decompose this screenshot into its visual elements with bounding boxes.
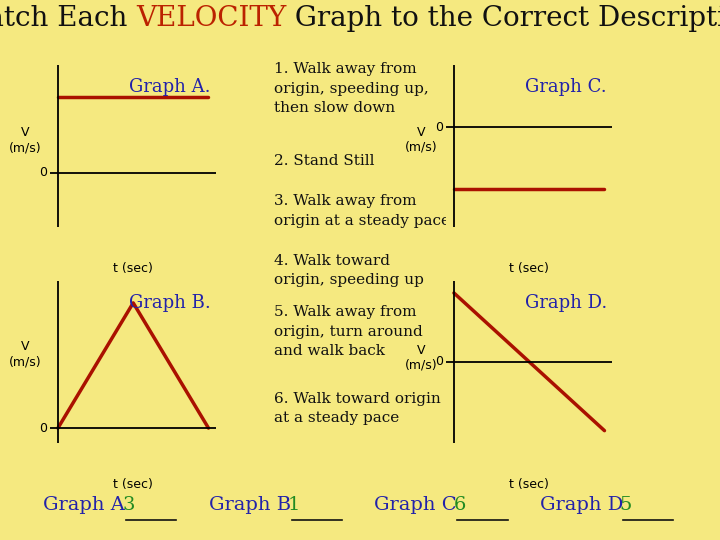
Text: 6: 6 bbox=[454, 496, 466, 514]
Text: V
(m/s): V (m/s) bbox=[405, 126, 437, 153]
Text: 4. Walk toward
origin, speeding up: 4. Walk toward origin, speeding up bbox=[274, 254, 423, 287]
Text: 1: 1 bbox=[288, 496, 300, 514]
Text: 0: 0 bbox=[436, 120, 444, 133]
Text: VELOCITY: VELOCITY bbox=[136, 5, 287, 32]
Text: t (sec): t (sec) bbox=[509, 478, 549, 491]
Text: Match Each: Match Each bbox=[0, 5, 136, 32]
Text: Graph C.: Graph C. bbox=[525, 78, 606, 96]
Text: 0: 0 bbox=[40, 422, 48, 435]
Text: 3. Walk away from
origin at a steady pace: 3. Walk away from origin at a steady pac… bbox=[274, 194, 449, 228]
Text: Graph A.: Graph A. bbox=[129, 78, 210, 96]
Text: Graph D: Graph D bbox=[540, 496, 629, 514]
Text: Graph B.: Graph B. bbox=[129, 294, 210, 312]
Text: 5: 5 bbox=[619, 496, 631, 514]
Text: V
(m/s): V (m/s) bbox=[405, 344, 437, 372]
Text: 5. Walk away from
origin, turn around
and walk back: 5. Walk away from origin, turn around an… bbox=[274, 305, 423, 358]
Text: 0: 0 bbox=[436, 355, 444, 368]
Text: t (sec): t (sec) bbox=[113, 478, 153, 491]
Text: 0: 0 bbox=[40, 166, 48, 179]
Text: Graph D.: Graph D. bbox=[524, 294, 607, 312]
Text: V
(m/s): V (m/s) bbox=[9, 126, 41, 154]
Text: t (sec): t (sec) bbox=[509, 262, 549, 275]
Text: Graph A: Graph A bbox=[43, 496, 131, 514]
Text: Graph to the Correct Description: Graph to the Correct Description bbox=[287, 5, 720, 32]
Text: t (sec): t (sec) bbox=[113, 262, 153, 275]
Text: Graph C: Graph C bbox=[374, 496, 463, 514]
Text: 6. Walk toward origin
at a steady pace: 6. Walk toward origin at a steady pace bbox=[274, 392, 441, 425]
Text: 1. Walk away from
origin, speeding up,
then slow down: 1. Walk away from origin, speeding up, t… bbox=[274, 62, 428, 115]
Text: Graph B: Graph B bbox=[209, 496, 297, 514]
Text: 3: 3 bbox=[122, 496, 135, 514]
Text: 2. Stand Still: 2. Stand Still bbox=[274, 154, 374, 168]
Text: V
(m/s): V (m/s) bbox=[9, 340, 41, 368]
